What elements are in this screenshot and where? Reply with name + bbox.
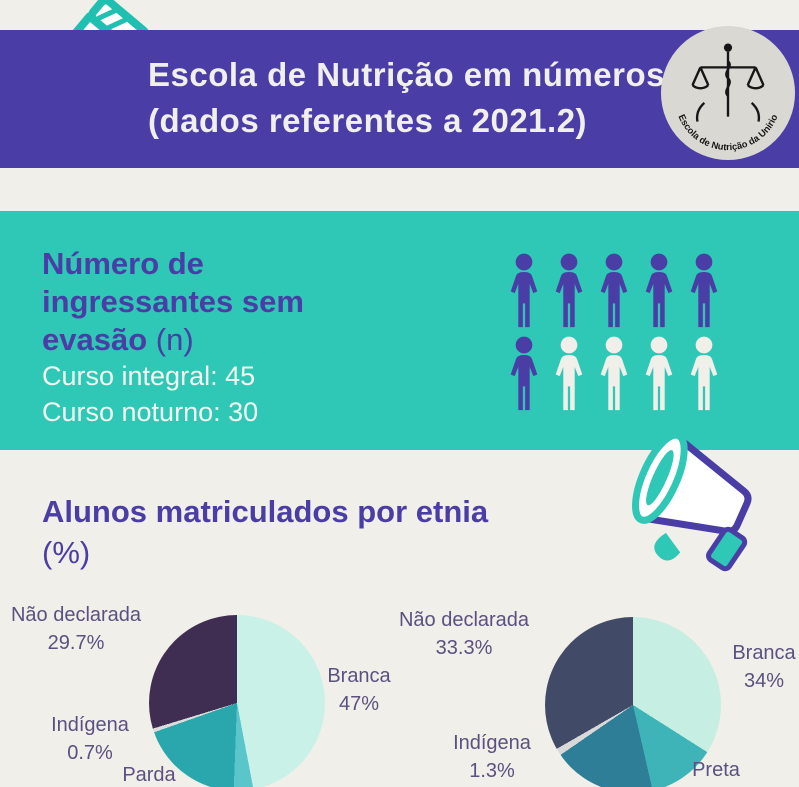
pie-label-indigena: Indígena 1.3%: [450, 730, 534, 785]
pie-label-branca: Branca 34%: [728, 640, 799, 695]
person-icon: [640, 336, 678, 412]
ethnicity-heading-main: Alunos matriculados por etnia: [42, 494, 489, 529]
ingress-values: Curso integral: 45 Curso noturno: 30: [42, 359, 258, 430]
label-text: Preta: [692, 759, 740, 781]
person-icon: [550, 253, 588, 329]
label-value: 29.7%: [47, 631, 105, 654]
pie-label-nao-declarada: Não declarada 33.3%: [396, 607, 532, 662]
person-icon: [505, 253, 543, 329]
label-text: Não declarada: [10, 604, 142, 626]
scales-icon: [691, 43, 765, 122]
ethnicity-heading-suffix: (%): [42, 534, 91, 570]
label-text: Não declarada: [398, 609, 530, 631]
person-icon: [595, 253, 633, 329]
pie-chart-left: [149, 615, 325, 787]
ingress-heading: Número de ingressantes sem evasão (n): [42, 245, 362, 358]
ingress-heading-suffix: (n): [155, 321, 194, 357]
pie-label-branca: Branca 47%: [316, 663, 402, 718]
label-text: Indígena: [453, 732, 531, 754]
person-icon: [550, 336, 588, 412]
label-value: 47%: [338, 692, 380, 715]
page-title-line2: (dados referentes a 2021.2): [148, 101, 588, 139]
megaphone-icon: [632, 431, 752, 572]
label-value: 33.3%: [435, 636, 493, 659]
person-icon: [595, 336, 633, 412]
label-value: 34%: [743, 669, 785, 692]
label-text: Indígena: [51, 714, 129, 736]
school-logo: Escola de Nutrição da Unirio: [660, 25, 796, 161]
person-pictogram: [505, 253, 730, 419]
pie-label-indigena: Indígena 0.7%: [38, 712, 142, 767]
person-icon: [685, 336, 723, 412]
label-value: 0.7%: [67, 741, 113, 764]
page-title-line1: Escola de Nutrição em números: [148, 56, 665, 93]
label-value: 1.3%: [469, 759, 515, 782]
pie-label-preta: Preta: [678, 757, 754, 785]
ethnicity-heading: Alunos matriculados por etnia (%): [42, 492, 492, 574]
pie-label-nao-declarada: Não declarada 29.7%: [10, 602, 142, 657]
ingress-section: Número de ingressantes sem evasão (n) Cu…: [0, 211, 799, 450]
pie-label-parda: Parda: [106, 762, 192, 787]
page-title: Escola de Nutrição em números (dados ref…: [148, 52, 665, 143]
person-icon: [640, 253, 678, 329]
label-text: Branca: [732, 642, 796, 664]
ingress-heading-main: Número de ingressantes sem evasão: [42, 246, 304, 357]
curso-noturno-value: Curso noturno: 30: [42, 396, 259, 427]
pie-chart-right: [545, 617, 721, 787]
person-icon: [505, 336, 543, 412]
label-text: Parda: [122, 764, 176, 786]
label-text: Branca: [327, 665, 391, 687]
person-icon: [685, 253, 723, 329]
curso-integral-value: Curso integral: 45: [42, 361, 256, 391]
